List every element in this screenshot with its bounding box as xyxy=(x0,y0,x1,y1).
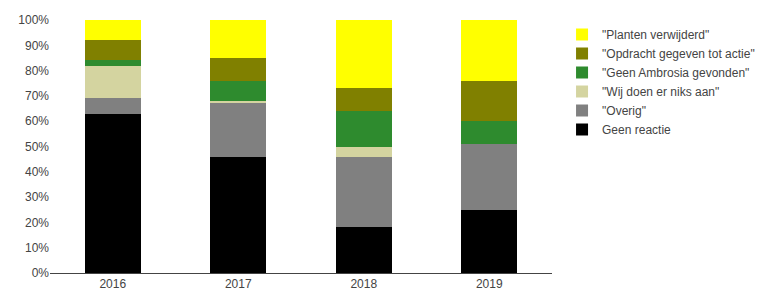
svg-text:10%: 10% xyxy=(25,241,49,255)
svg-text:50%: 50% xyxy=(25,140,49,154)
svg-text:Geen reactie: Geen reactie xyxy=(602,123,671,137)
svg-text:2019: 2019 xyxy=(476,277,503,291)
svg-text:"Overig": "Overig" xyxy=(602,104,646,118)
svg-text:20%: 20% xyxy=(25,216,49,230)
svg-text:100%: 100% xyxy=(18,13,49,27)
svg-text:0%: 0% xyxy=(32,266,50,280)
svg-text:2018: 2018 xyxy=(350,277,377,291)
svg-text:2016: 2016 xyxy=(99,277,126,291)
svg-text:"Opdracht gegeven tot actie": "Opdracht gegeven tot actie" xyxy=(602,47,755,61)
svg-text:70%: 70% xyxy=(25,89,49,103)
svg-text:"Planten verwijderd": "Planten verwijderd" xyxy=(602,28,709,42)
svg-text:90%: 90% xyxy=(25,39,49,53)
svg-text:30%: 30% xyxy=(25,190,49,204)
svg-text:"Wij doen er niks aan": "Wij doen er niks aan" xyxy=(602,85,719,99)
svg-text:40%: 40% xyxy=(25,165,49,179)
svg-text:80%: 80% xyxy=(25,64,49,78)
svg-text:"Geen Ambrosia gevonden": "Geen Ambrosia gevonden" xyxy=(602,66,749,80)
svg-text:2017: 2017 xyxy=(225,277,252,291)
svg-text:60%: 60% xyxy=(25,114,49,128)
